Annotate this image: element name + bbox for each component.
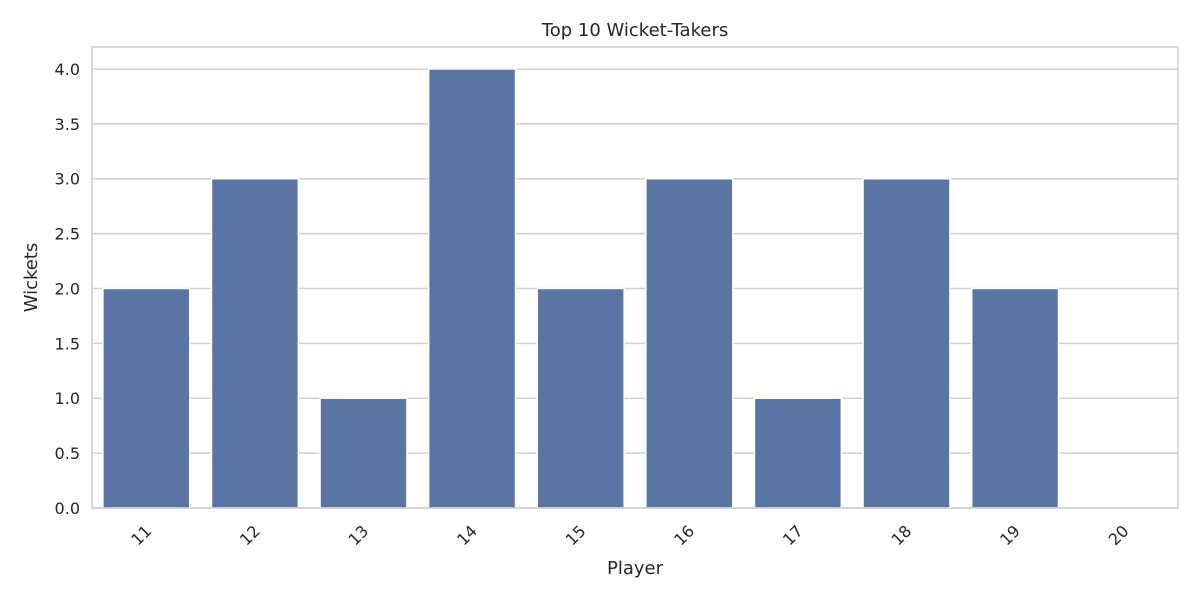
y-tick-label: 2.5 bbox=[55, 225, 80, 244]
bar bbox=[427, 68, 517, 509]
bar bbox=[645, 177, 734, 509]
x-tick-label: 17 bbox=[779, 521, 807, 549]
x-tick-label: 14 bbox=[453, 521, 481, 549]
bar bbox=[753, 397, 843, 509]
y-tick-label: 4.0 bbox=[55, 60, 80, 79]
y-tick-label: 0.5 bbox=[55, 444, 80, 463]
bar bbox=[862, 177, 951, 509]
x-axis-label: Player bbox=[607, 558, 664, 579]
bar bbox=[536, 287, 625, 509]
plot-frame bbox=[91, 46, 1179, 509]
y-tick-label: 3.5 bbox=[55, 115, 80, 134]
x-tick-label: 20 bbox=[1105, 521, 1133, 549]
bar bbox=[319, 397, 408, 509]
y-axis-label: Wickets bbox=[21, 243, 42, 313]
bar bbox=[102, 287, 191, 509]
x-tick-label: 12 bbox=[236, 521, 264, 549]
x-tick-label: 18 bbox=[887, 521, 915, 549]
y-tick-label: 3.0 bbox=[55, 170, 80, 189]
y-tick-label: 0.0 bbox=[55, 499, 80, 518]
x-tick-label: 11 bbox=[127, 521, 155, 549]
y-tick-label: 1.0 bbox=[55, 389, 80, 408]
y-tick-label: 2.0 bbox=[55, 279, 80, 298]
x-tick-label: 19 bbox=[996, 521, 1024, 549]
x-tick-labels: 11 12 13 14 15 16 17 18 19 20 bbox=[127, 521, 1132, 549]
x-tick-label: 13 bbox=[344, 521, 372, 549]
bar bbox=[210, 177, 300, 509]
bar bbox=[970, 287, 1060, 509]
y-tick-label: 1.5 bbox=[55, 334, 80, 353]
bars bbox=[102, 68, 1060, 509]
x-tick-label: 15 bbox=[562, 521, 590, 549]
y-tick-labels: 0.0 0.5 1.0 1.5 2.0 2.5 3.0 3.5 4.0 bbox=[55, 60, 80, 518]
chart-title: Top 10 Wicket-Takers bbox=[541, 20, 728, 41]
x-tick-label: 16 bbox=[670, 521, 698, 549]
